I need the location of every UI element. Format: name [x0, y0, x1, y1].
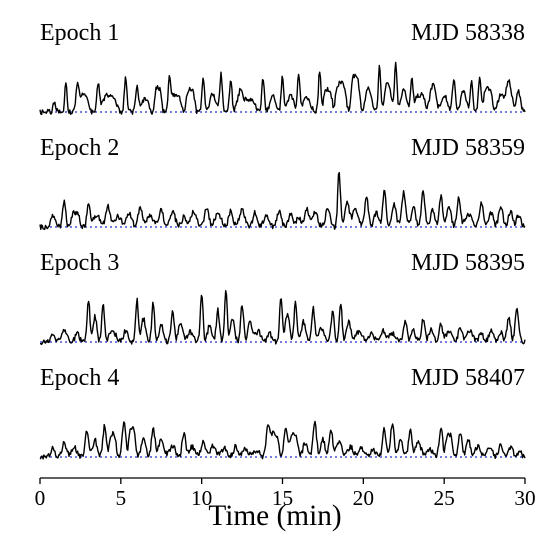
panel-epoch-4: Epoch 4MJD 58407 [0, 365, 550, 480]
light-curve-trace [0, 250, 550, 365]
x-axis-label: Time (min) [0, 500, 550, 533]
panel-epoch-3: Epoch 3MJD 58395 [0, 250, 550, 365]
panel-epoch-2: Epoch 2MJD 58359 [0, 135, 550, 250]
light-curve-trace [0, 135, 550, 250]
light-curve-figure: Epoch 1MJD 58338Epoch 2MJD 58359Epoch 3M… [0, 0, 550, 537]
light-curve-trace [0, 365, 550, 480]
light-curve-trace [0, 20, 550, 135]
panel-epoch-1: Epoch 1MJD 58338 [0, 20, 550, 135]
